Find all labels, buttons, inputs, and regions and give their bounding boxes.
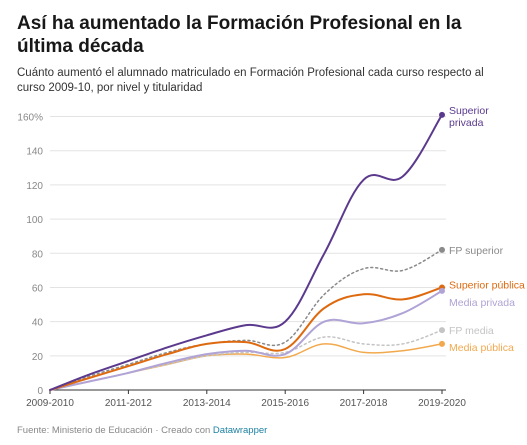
series-line-fp-superior: [49, 249, 443, 391]
series-end-point: [439, 327, 445, 334]
x-tick-label: 2009-2010: [26, 398, 74, 409]
series-end-point: [439, 111, 445, 118]
series-label: Superior pública: [449, 279, 525, 291]
series-end-point: [439, 287, 445, 294]
x-tick-label: 2019-2020: [418, 398, 466, 409]
datawrapper-link[interactable]: Datawrapper: [212, 425, 268, 436]
series-label-line: Media pública: [449, 342, 514, 354]
series-line-media-privada: [49, 289, 443, 391]
series-label-line: Media privada: [449, 297, 515, 309]
series-label-line: Superior: [449, 105, 489, 117]
series-label: FP superior: [449, 245, 504, 257]
series-label-line: FP superior: [449, 245, 504, 257]
y-tick-label: 140: [26, 147, 43, 158]
series-label: Superior privada: [449, 105, 489, 129]
series-label: Media pública: [449, 342, 514, 354]
y-tick-label: 160%: [17, 113, 43, 124]
series-label-line: Superior pública: [449, 279, 525, 291]
series-label-line: FP media: [449, 325, 494, 337]
y-tick-label: 120: [26, 181, 43, 192]
chart-footer: Fuente: Ministerio de Educación · Creado…: [17, 425, 267, 436]
series-label: FP media: [449, 325, 494, 337]
chart-title: Así ha aumentado la Formación Profesiona…: [17, 13, 462, 57]
x-tick-label: 2017-2018: [340, 398, 388, 409]
y-tick-label: 60: [32, 283, 44, 294]
series-line-superior-publica: [49, 286, 443, 391]
y-tick-label: 100: [26, 215, 43, 226]
series-label: Media privada: [449, 297, 515, 309]
series-line-fp-media: [49, 329, 443, 391]
series-label-line: privada: [449, 117, 484, 129]
x-tick-label: 2011-2012: [105, 398, 153, 409]
chart-subtitle: Cuánto aumentó el alumnado matriculado e…: [17, 67, 484, 94]
x-tick-label: 2013-2014: [183, 398, 231, 409]
y-tick-label: 0: [37, 386, 43, 397]
chart-svg: 0 20 40 60 80 100 120 140 160% 2009-2010 2011-2012…: [17, 105, 525, 409]
series-end-point: [439, 340, 445, 347]
line-chart: 0 20 40 60 80 100 120 140 160% 2009-2010 2011-2012…: [0, 96, 527, 414]
series-line-superior-privada: [49, 113, 443, 391]
x-tick-label: 2015-2016: [261, 398, 309, 409]
source-note: Fuente: Ministerio de Educación · Creado…: [17, 425, 213, 436]
y-tick-label: 20: [32, 352, 44, 363]
series-end-point: [439, 246, 445, 253]
y-tick-label: 40: [32, 318, 44, 329]
y-tick-label: 80: [32, 249, 44, 260]
